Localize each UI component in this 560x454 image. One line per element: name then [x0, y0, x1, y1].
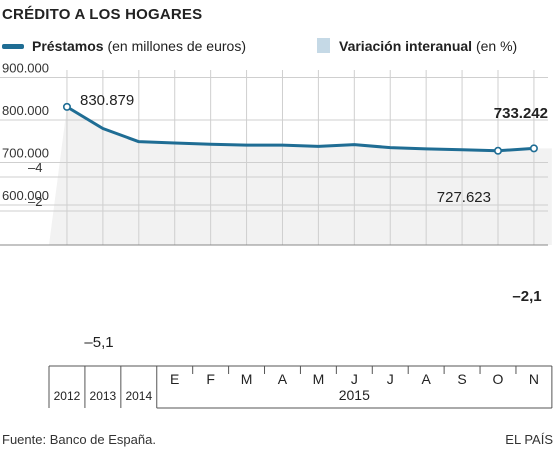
legend-bar-name: Variación interanual: [339, 38, 473, 54]
series-line: [66, 105, 535, 153]
line-axis-tick-label: 800.000: [2, 103, 49, 118]
legend-bar-unit: (en %): [472, 38, 518, 54]
source-note: Fuente: Banco de España.: [2, 432, 156, 447]
category-tick-label: O: [493, 371, 504, 387]
line-point-marker: [62, 102, 71, 111]
line-point-marker: [493, 146, 502, 155]
legend-line-name: Préstamos: [32, 38, 104, 54]
category-tick-label: F: [206, 371, 215, 387]
bar-axis-tick-label: –4: [28, 160, 42, 175]
category-tick-label: E: [170, 371, 179, 387]
data-label: 830.879: [80, 92, 134, 109]
line-point-marker: [529, 144, 538, 153]
line-axis-tick-label: 900.000: [2, 61, 49, 76]
data-label: –5,1: [84, 334, 113, 351]
legend-line-entry: Préstamos (en millones de euros): [32, 38, 246, 54]
data-label: –2,1: [512, 288, 541, 305]
category-tick-label: M: [241, 371, 253, 387]
line-axis-tick-label: 600.000: [2, 188, 49, 203]
year-group-label: 2015: [339, 387, 370, 403]
chart-title: CRÉDITO A LOS HOGARES: [2, 6, 203, 23]
data-label: 733.242: [494, 105, 548, 122]
category-tick-label: M: [313, 371, 325, 387]
line-area-fill: [49, 106, 552, 245]
category-tick-label: J: [351, 371, 358, 387]
brand-credit: EL PAÍS: [505, 432, 553, 447]
bar-axis-tick-label: –2: [28, 194, 42, 209]
category-tick-label: A: [421, 371, 431, 387]
category-tick-label: S: [457, 371, 466, 387]
category-tick-label: N: [529, 371, 539, 387]
legend-line-unit: (en millones de euros): [103, 38, 246, 54]
legend-bar-swatch: [317, 38, 330, 53]
category-tick-label: A: [278, 371, 288, 387]
legend-line-swatch: [2, 44, 24, 49]
category-tick-label: 2014: [125, 389, 152, 403]
data-label: 727.623: [437, 189, 491, 206]
category-tick-label: 2012: [54, 389, 81, 403]
legend-bar-entry: Variación interanual (en %): [339, 38, 517, 54]
category-tick-label: 2013: [90, 389, 117, 403]
category-tick-label: J: [387, 371, 394, 387]
line-axis-tick-label: 700.000: [2, 146, 49, 161]
